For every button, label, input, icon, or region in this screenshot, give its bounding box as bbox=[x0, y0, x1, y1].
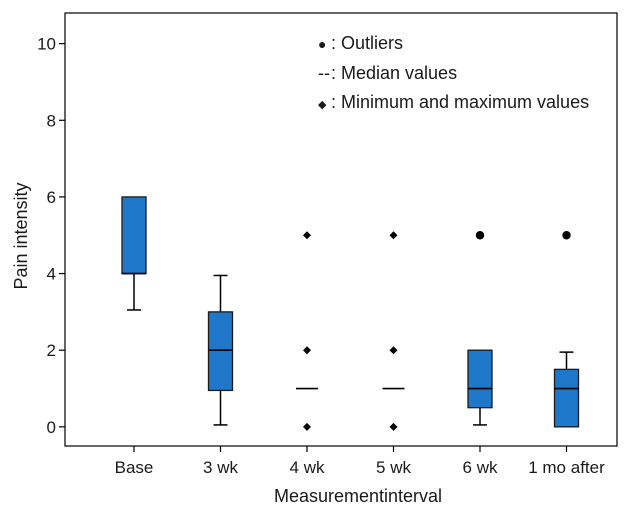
x-tick-label: 6 wk bbox=[463, 458, 498, 477]
legend-minmax-symbol: ◆ bbox=[318, 99, 327, 111]
y-tick-label: 10 bbox=[37, 35, 56, 54]
y-axis-title: Pain intensity bbox=[11, 182, 31, 289]
y-tick-label: 0 bbox=[47, 418, 56, 437]
box-Base bbox=[121, 196, 147, 275]
y-tick-label: 2 bbox=[47, 341, 56, 360]
x-tick-label: 3 wk bbox=[203, 458, 238, 477]
extreme-point bbox=[389, 346, 398, 355]
y-tick-label: 8 bbox=[47, 111, 56, 130]
outlier-point bbox=[562, 231, 571, 240]
legend-median-label: : Median values bbox=[331, 63, 457, 83]
x-axis: Base 3 wk 4 wk 5 wk 6 wk 1 mo after bbox=[115, 446, 605, 477]
legend-minmax-label: : Minimum and maximum values bbox=[331, 92, 589, 112]
legend-outliers-label: : Outliers bbox=[331, 33, 403, 53]
legend-outliers-symbol: ● bbox=[318, 36, 326, 52]
extreme-point bbox=[303, 346, 311, 355]
extreme-point bbox=[303, 231, 311, 240]
x-tick-label: 1 mo after bbox=[528, 458, 605, 477]
y-axis: 0 2 4 6 8 10 bbox=[37, 35, 65, 437]
y-tick-label: 4 bbox=[47, 265, 56, 284]
chart-marks bbox=[121, 196, 580, 431]
box-6-wk bbox=[467, 349, 493, 409]
extreme-point bbox=[389, 422, 398, 431]
extreme-point bbox=[389, 231, 398, 240]
extreme-point bbox=[303, 422, 311, 431]
box-1-mo-after bbox=[553, 368, 580, 428]
legend-median-symbol: -- bbox=[318, 63, 330, 83]
x-tick-label: 5 wk bbox=[376, 458, 411, 477]
y-tick-label: 6 bbox=[47, 188, 56, 207]
x-tick-label: Base bbox=[115, 458, 154, 477]
box-3-wk bbox=[207, 311, 234, 392]
outlier-point bbox=[475, 231, 485, 240]
x-tick-label: 4 wk bbox=[290, 458, 325, 477]
legend: ● : Outliers -- : Median values ◆ : Mini… bbox=[318, 33, 589, 112]
x-axis-title: Measurementinterval bbox=[274, 486, 442, 506]
plot-area bbox=[64, 12, 618, 447]
